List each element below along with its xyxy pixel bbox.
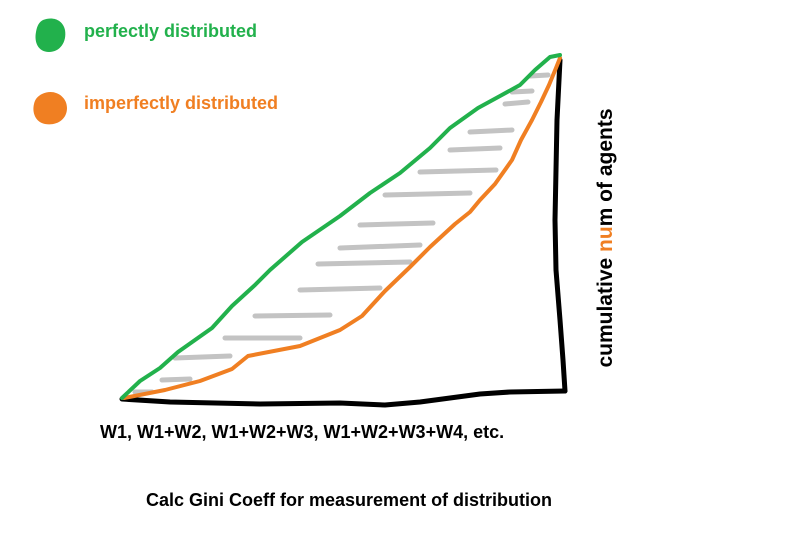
- imperfect-distribution-curve: [122, 56, 562, 400]
- shaded-gap-area: [132, 72, 551, 395]
- legend-orange-blob: [33, 91, 67, 125]
- perfect-distribution-curve: [120, 53, 562, 400]
- y-caption-part-2: nu: [594, 226, 617, 252]
- y-caption-part-1: cumulative: [594, 251, 617, 368]
- legend-perfect-label: perfectly distributed: [84, 21, 258, 41]
- y-axis-line: [552, 57, 568, 394]
- legend-imperfect-label: imperfectly distributed: [84, 93, 279, 113]
- legend-green-blob: [35, 18, 66, 52]
- y-caption-part-3: m of agents: [594, 108, 617, 227]
- footer-caption: Calc Gini Coeff for measurement of distr…: [146, 490, 553, 510]
- x-axis-caption: W1, W1+W2, W1+W2+W3, W1+W2+W3+W4, etc.: [100, 422, 505, 442]
- x-axis-line: [119, 388, 568, 408]
- y-axis-caption: cumulative num of agents: [594, 88, 618, 388]
